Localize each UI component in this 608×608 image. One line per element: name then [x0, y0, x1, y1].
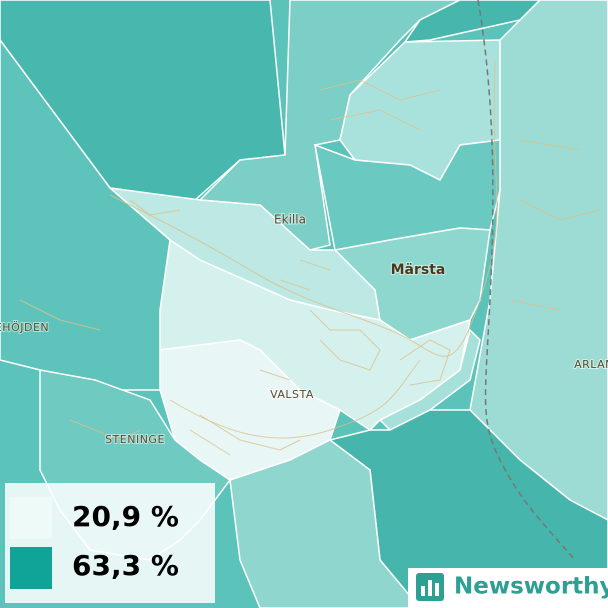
place-label: STENINGE [105, 433, 165, 446]
region [333, 227, 491, 341]
brand-name: Newsworthy [454, 574, 608, 600]
legend-swatch [10, 497, 52, 539]
place-labels: Ekilla Märsta VALSTA STENINGE EHÖJDEN AR… [0, 212, 608, 448]
place-label: Märsta [391, 262, 446, 278]
legend-label: 63,3 % [72, 549, 179, 582]
brand-icon-bar [435, 583, 439, 596]
region [198, 0, 461, 251]
roads [19, 59, 601, 456]
region [403, 0, 542, 43]
brand-icon-bar [428, 580, 432, 596]
legend-label: 20,9 % [72, 500, 179, 533]
place-label: ARLAN [574, 358, 608, 371]
legend-swatch [10, 547, 52, 589]
place-label: Ekilla [274, 213, 306, 227]
brand-logo: Newsworthy [408, 568, 608, 608]
legend: 20,9 % 63,3 % [5, 483, 215, 603]
place-label: EHÖJDEN [0, 321, 49, 334]
region [229, 439, 421, 608]
brand-icon-bar [421, 586, 425, 596]
place-label: VALSTA [270, 388, 314, 401]
railway [477, 0, 576, 561]
